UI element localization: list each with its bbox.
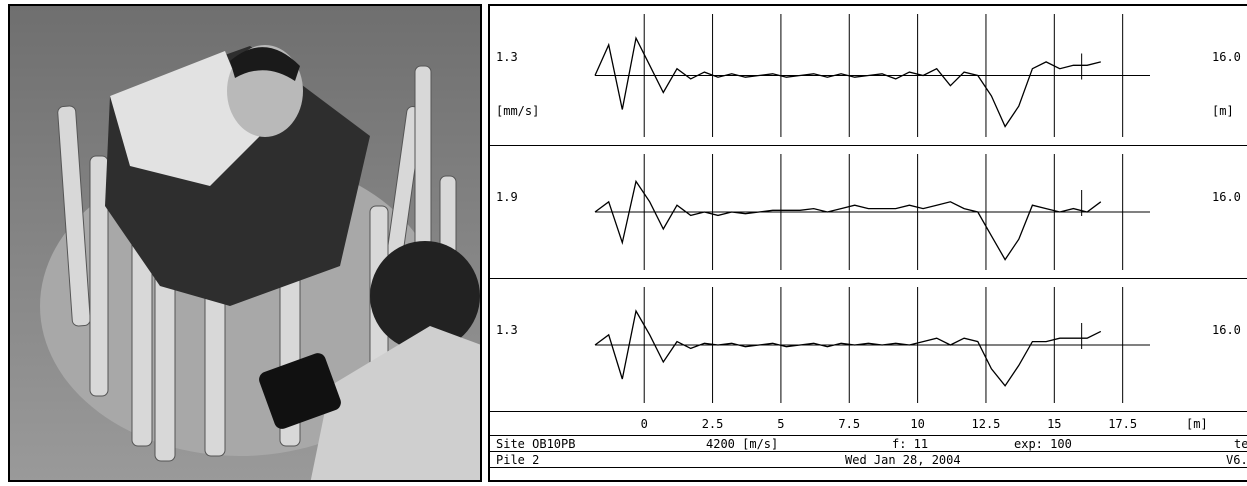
trace-unit-left: [mm/s] xyxy=(496,104,539,118)
technician-with-recorder xyxy=(259,241,480,480)
trace-length-label: 16.0 xyxy=(1212,190,1241,204)
site-label: Site OB10PB xyxy=(496,437,575,451)
right-top-label: te xyxy=(1234,437,1247,451)
filter-label: f: 11 xyxy=(892,437,928,451)
x-tick-label: 15 xyxy=(1047,417,1061,431)
right-bottom-label: V6.1 xyxy=(1226,453,1247,467)
x-tick-label: 7.5 xyxy=(838,417,860,431)
trace-length-label: 16.0 xyxy=(1212,50,1241,64)
chart-svg: 1.3 [mm/s] 16.0 [m] 1.9 16.0 1.3 16.0 0 2.5 5 7.5 1… xyxy=(490,14,1247,468)
technician-kneeling xyxy=(105,45,370,306)
pile-integrity-chart: 1.3 [mm/s] 16.0 [m] 1.9 16.0 1.3 16.0 0 2.5 5 7.5 1… xyxy=(488,4,1247,482)
trace-scale-label: 1.9 xyxy=(496,190,518,204)
velocity-trace xyxy=(594,309,1102,387)
trace-length-label: 16.0 xyxy=(1212,323,1241,337)
trace-unit-right: [m] xyxy=(1212,104,1234,118)
x-tick-label: 0 xyxy=(641,417,648,431)
exponential-label: exp: 100 xyxy=(1014,437,1072,451)
photo-illustration xyxy=(10,6,480,480)
trace-scale-label: 1.3 xyxy=(496,323,518,337)
x-unit-label: [m] xyxy=(1186,417,1208,431)
x-tick-label: 5 xyxy=(777,417,784,431)
x-tick-label: 12.5 xyxy=(972,417,1001,431)
x-tick-label: 10 xyxy=(910,417,924,431)
x-tick-label: 2.5 xyxy=(702,417,724,431)
velocity-trace xyxy=(594,179,1102,261)
pile-label: Pile 2 xyxy=(496,453,539,467)
velocity-trace xyxy=(594,36,1101,128)
x-tick-label: 17.5 xyxy=(1108,417,1137,431)
date-label: Wed Jan 28, 2004 xyxy=(845,453,961,467)
pile-test-photo xyxy=(8,4,482,482)
wave-speed-label: 4200 [m/s] xyxy=(706,437,778,451)
trace-scale-label: 1.3 xyxy=(496,50,518,64)
